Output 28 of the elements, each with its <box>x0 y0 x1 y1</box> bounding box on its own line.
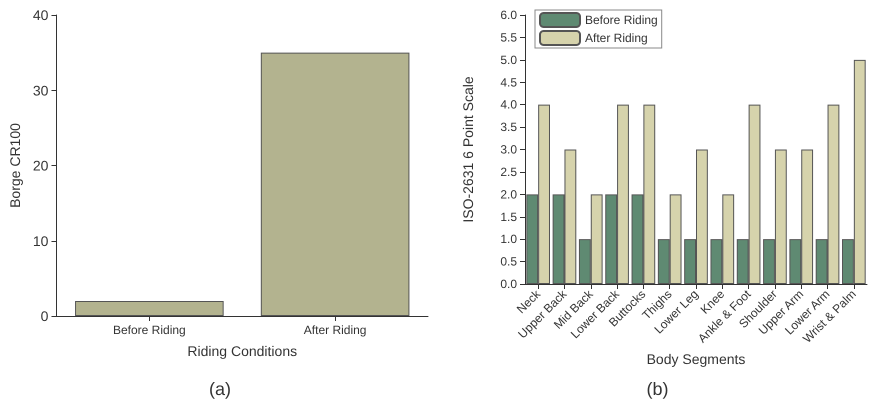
y-tick-label: 2.0 <box>500 187 518 202</box>
legend-label: Before Riding <box>585 13 658 27</box>
y-tick-label: 0.5 <box>500 254 518 269</box>
y-tick-label: 6.0 <box>500 8 518 22</box>
y-tick-label: 5.0 <box>500 52 518 67</box>
y-tick-label: 10 <box>32 232 49 249</box>
x-axis-title: Body Segments <box>646 351 746 368</box>
y-tick-label: 3.5 <box>500 120 518 134</box>
y-tick-label: 2.5 <box>500 164 518 179</box>
y-tick-label: 20 <box>32 158 49 174</box>
y-tick-label: 3.0 <box>500 142 518 156</box>
y-tick-label: 4.5 <box>500 75 518 90</box>
legend-label: After Riding <box>585 31 648 45</box>
y-tick-label: 1.5 <box>500 210 518 224</box>
y-tick-label: 5.5 <box>500 30 518 44</box>
y-tick-label: 0 <box>40 308 49 324</box>
y-tick-label: 0.0 <box>500 277 518 291</box>
text: (b) <box>646 379 668 399</box>
y-axis-title: ISO-2631 6 Point Scale <box>460 76 476 223</box>
x-axis-title: Riding Conditions <box>187 343 298 359</box>
x-tick-label: After Riding <box>304 323 366 337</box>
y-tick-label: 40 <box>32 7 49 23</box>
y-axis-title: Borge CR100 <box>7 122 23 208</box>
y-tick-label: 30 <box>32 82 49 98</box>
x-tick-label: Before Riding <box>112 323 186 337</box>
text: (a) <box>209 379 231 399</box>
y-tick-label: 1.0 <box>500 232 518 246</box>
y-tick-label: 4.0 <box>500 98 518 112</box>
